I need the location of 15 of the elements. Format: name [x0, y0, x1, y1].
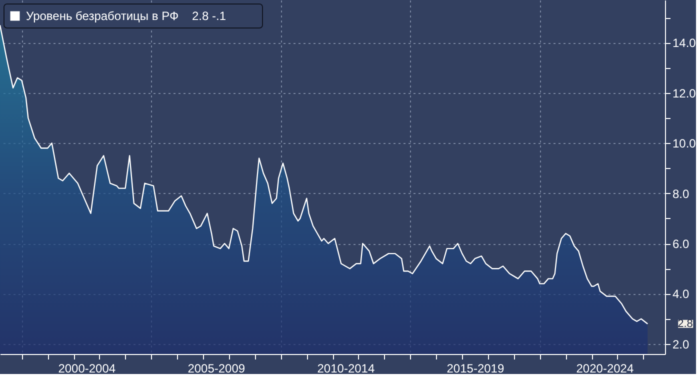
y-tick-label: 14.0 [672, 36, 696, 50]
y-tick-label: 10.0 [672, 136, 696, 151]
x-tick-label: 2010-2014 [317, 362, 375, 376]
y-tick-label: 6.0 [672, 237, 690, 252]
x-tick-label: 2020-2024 [576, 362, 634, 376]
y-tick-label: 4.0 [672, 287, 690, 302]
y-tick-label: 2.0 [672, 337, 690, 352]
legend-label: Уровень безработицы в РФ [26, 9, 179, 23]
annotation: 2.8 -.1 [192, 9, 226, 23]
y-tick-label: 12.0 [672, 86, 696, 100]
y-tick-label: 8.0 [672, 186, 690, 201]
annotation: 2.8 [678, 318, 693, 330]
x-tick-label: 2015-2019 [446, 362, 504, 376]
x-tick-label: 2005-2009 [188, 362, 246, 376]
x-tick-label: 2000-2004 [58, 362, 116, 376]
